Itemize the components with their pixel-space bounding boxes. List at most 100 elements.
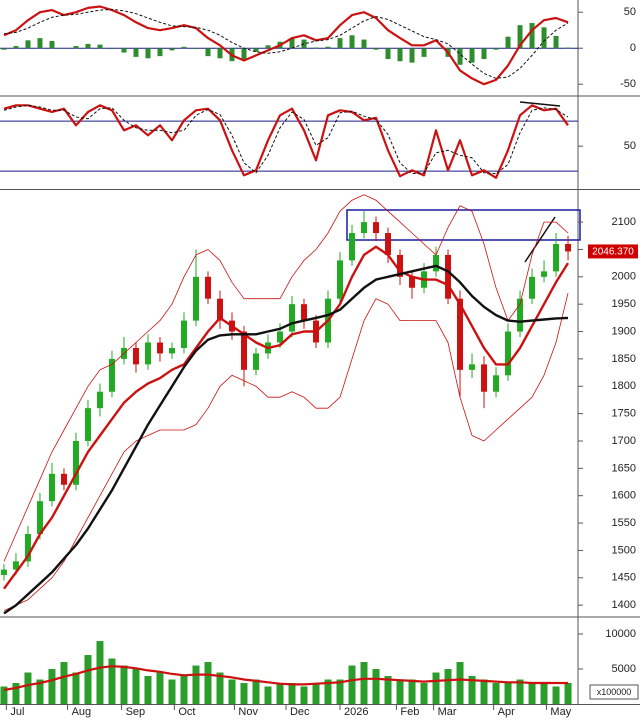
volume-bar (120, 665, 128, 704)
volume-bar (36, 679, 44, 704)
x-tick-label: Feb (400, 706, 419, 718)
candle-body (409, 276, 416, 288)
histogram-bar (517, 25, 523, 49)
volume-bar (504, 683, 512, 704)
indicator-line (3, 8, 569, 79)
y-tick-label: 1850 (612, 353, 636, 365)
histogram-bar (385, 48, 391, 60)
y-tick-label: 2100 (612, 216, 636, 228)
candle-body (397, 254, 404, 277)
candle-body (0, 569, 7, 576)
histogram-bar (85, 43, 91, 49)
volume-bar (252, 679, 260, 704)
indicator-line (3, 5, 569, 86)
x-tick-label: Dec (290, 706, 310, 718)
candle-body (252, 353, 259, 370)
volume-bar (468, 676, 476, 704)
histogram-bar (241, 48, 247, 61)
histogram-bar (133, 48, 139, 57)
panel-frames (0, 0, 640, 705)
histogram-bar (457, 48, 463, 65)
histogram-bar (373, 48, 379, 50)
candle-body (337, 260, 344, 299)
volume-bar (384, 676, 392, 704)
candle-body (48, 473, 55, 502)
volume-bar (528, 683, 536, 704)
histogram-bar (25, 40, 31, 49)
candle-body (373, 222, 380, 234)
candle-body (349, 233, 356, 261)
y-tick-label: 1900 (612, 325, 636, 337)
y-tick-label: 1500 (612, 544, 636, 556)
trend-line (524, 216, 556, 263)
volume-bar (456, 662, 464, 704)
y-tick-label: 1400 (612, 599, 636, 611)
candle-body (541, 271, 548, 277)
candle-body (132, 347, 139, 365)
volume-bar (324, 679, 332, 704)
candle-body (108, 358, 115, 392)
histogram-bar (193, 48, 199, 49)
histogram-bar (361, 39, 367, 49)
volume-bar (132, 669, 140, 704)
histogram-bar (49, 41, 55, 49)
volume-bar (72, 672, 80, 704)
candle-body (12, 561, 19, 570)
y-tick-label: 1750 (612, 408, 636, 420)
volume-bar (348, 665, 356, 704)
volume-bar (516, 679, 524, 704)
y-tick-label: 1450 (612, 572, 636, 584)
candle-body (180, 320, 187, 348)
candle-body (301, 304, 308, 321)
candle-body (361, 222, 368, 234)
histogram-bar (313, 47, 319, 49)
histogram-bar (265, 45, 271, 49)
y-tick-label: 5000 (612, 663, 636, 675)
volume-bar (24, 672, 32, 704)
histogram-bar (97, 44, 103, 49)
histogram-bar (469, 48, 475, 63)
y-tick-label: 10000 (605, 628, 636, 640)
volume-bar (312, 683, 320, 704)
volume-bar (408, 679, 416, 704)
candle-body (505, 331, 512, 376)
x-tick-label: Mar (438, 706, 457, 718)
histogram-bar (529, 23, 535, 49)
histogram-bar (61, 48, 67, 49)
candle-body (517, 298, 524, 332)
divergence-line (519, 101, 561, 107)
volume-bar (264, 686, 272, 704)
candle-body (481, 364, 488, 392)
indicator-line (3, 104, 569, 179)
histogram-bar (397, 48, 403, 62)
candle-body (216, 298, 223, 321)
highlight-box (346, 209, 581, 241)
volume-bar (12, 683, 20, 704)
volume-bar (180, 676, 188, 704)
indicator-line (3, 104, 569, 175)
x-tick-label: 2026 (344, 706, 368, 718)
histogram-bar (13, 46, 19, 49)
histogram-bar (325, 46, 331, 49)
indicator-line (3, 194, 569, 562)
volume-bar (552, 686, 560, 704)
volume-bar (156, 672, 164, 704)
candle-body (72, 440, 79, 485)
candle-body (553, 243, 560, 272)
y-tick-label: 1950 (612, 298, 636, 310)
last-price-box (588, 244, 638, 259)
y-tick-label: 1550 (612, 517, 636, 529)
y-tick-label: 50 (624, 140, 636, 152)
histogram-bar (481, 48, 487, 60)
indicator-line (3, 293, 569, 611)
candle-body (96, 391, 103, 409)
volume-bar (216, 672, 224, 704)
indicator-line (3, 245, 570, 590)
volume-bar (48, 669, 56, 704)
histogram-bar (409, 48, 415, 63)
x-tick-label: Sep (126, 706, 146, 718)
volume-bar (540, 683, 548, 704)
volume-bar (372, 669, 380, 704)
x-tick-label: Apr (498, 706, 515, 718)
